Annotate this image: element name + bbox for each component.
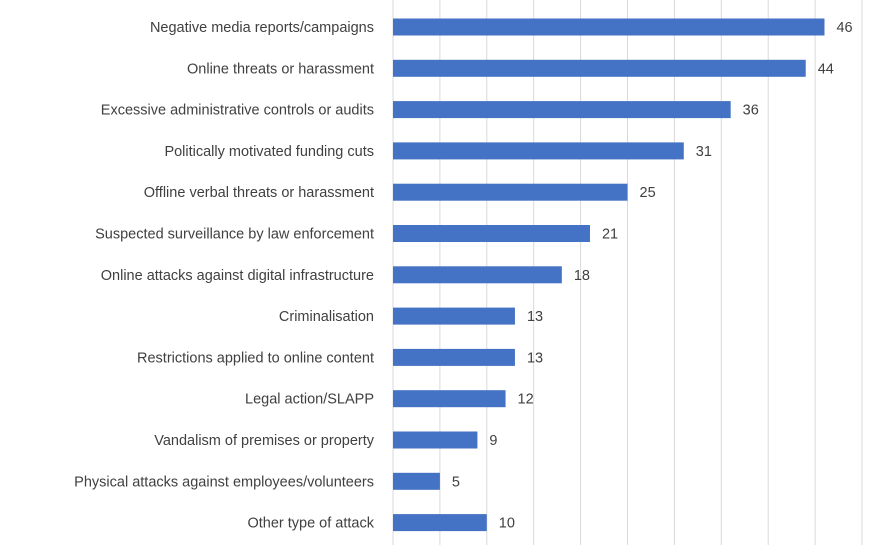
gridlines [392,0,863,545]
data-label: 44 [818,61,834,77]
bar [393,101,731,119]
bar [393,142,684,160]
bar [393,514,487,532]
category-label: Physical attacks against employees/volun… [74,474,374,490]
category-label: Restrictions applied to online content [137,350,374,366]
category-label: Excessive administrative controls or aud… [101,103,374,119]
category-label: Criminalisation [279,309,374,325]
bar [393,266,562,284]
data-label: 31 [696,144,712,160]
data-label: 12 [518,392,534,408]
data-label: 18 [574,268,590,284]
bar [393,307,515,325]
category-label: Politically motivated funding cuts [164,144,374,160]
bar [393,390,506,408]
data-label: 5 [452,474,460,490]
bar [393,18,825,36]
data-label: 46 [836,20,852,36]
category-label: Offline verbal threats or harassment [144,185,374,201]
data-label: 25 [640,185,656,201]
data-labels: 46 44 36 31 25 21 18 13 13 12 9 5 10 [452,20,853,532]
category-label: Online attacks against digital infrastru… [101,268,374,284]
category-label: Vandalism of premises or property [154,433,374,449]
bar [393,472,440,490]
data-label: 9 [489,433,497,449]
bar [393,431,478,449]
category-label: Online threats or harassment [187,61,374,77]
bar [393,225,590,242]
data-label: 36 [743,103,759,119]
data-label: 13 [527,350,543,366]
bar [393,183,628,201]
category-label: Negative media reports/campaigns [150,20,374,36]
bar [393,59,806,77]
category-label: Legal action/SLAPP [245,392,374,408]
bar [393,348,515,366]
bars [393,18,825,532]
data-label: 10 [499,516,515,532]
data-label: 21 [602,227,618,243]
category-label: Other type of attack [247,516,374,532]
category-labels: Negative media reports/campaigns Online t… [74,20,375,532]
category-label: Suspected surveillance by law enforcemen… [95,227,374,243]
data-label: 13 [527,309,543,325]
